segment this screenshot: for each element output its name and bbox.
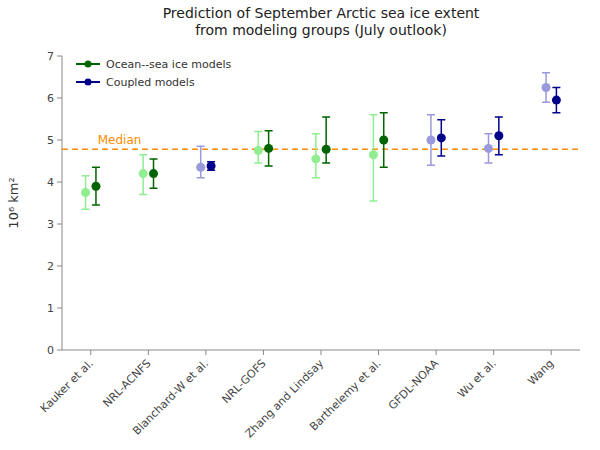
x-tick-label: Blanchard-W et al. (130, 357, 211, 438)
legend-label: Ocean--sea ice models (106, 58, 231, 71)
point (552, 96, 561, 105)
error-bar (92, 167, 100, 205)
error-bar (82, 176, 90, 210)
error-bar (139, 155, 147, 195)
y-tick (57, 308, 62, 309)
y-tick (57, 266, 62, 267)
point (139, 169, 148, 178)
error-bar (312, 134, 320, 178)
error-bar (437, 120, 445, 156)
title-line: from modeling groups (July outlook) (195, 22, 447, 38)
y-tick-label: 4 (47, 176, 54, 189)
x-tick (378, 350, 379, 355)
point (542, 83, 551, 92)
point (369, 150, 378, 159)
point (426, 136, 435, 145)
point (311, 154, 320, 163)
y-tick-label: 2 (47, 260, 54, 273)
error-bar (495, 117, 503, 155)
y-tick (57, 350, 62, 351)
x-tick (263, 350, 264, 355)
chart: Prediction of September Arctic sea ice e… (0, 0, 600, 450)
point (91, 182, 100, 191)
x-tick-label: Barthelemy et al. (307, 357, 384, 434)
error-bar (265, 131, 273, 166)
point (322, 145, 331, 154)
point (196, 163, 205, 172)
plot-area (62, 73, 580, 210)
point (149, 169, 158, 178)
error-bar (197, 146, 205, 178)
annotation: Median (98, 133, 142, 147)
point (254, 146, 263, 155)
error-bar (552, 88, 560, 113)
title: Prediction of September Arctic sea ice e… (163, 5, 480, 38)
x-tick-label: NRL-GOFS (219, 357, 268, 406)
y-tick-label: 0 (47, 344, 54, 357)
point (484, 144, 493, 153)
y-axis-line (62, 56, 63, 350)
error-bar (322, 117, 330, 163)
x-tick-label: Kauker et al. (38, 357, 96, 415)
x-tick (205, 350, 206, 355)
point (379, 136, 388, 145)
x-tick (493, 350, 494, 355)
error-bar (254, 132, 262, 164)
y-tick-label: 3 (47, 218, 54, 231)
y-tick (57, 182, 62, 183)
median-line (62, 148, 580, 150)
y-tick (57, 140, 62, 141)
y-tick-label: 7 (47, 50, 54, 63)
x-tick (321, 350, 322, 355)
x-tick-label: Wu et al. (455, 357, 499, 401)
error-bar (150, 159, 158, 188)
y-tick (57, 98, 62, 99)
error-bar (542, 73, 550, 102)
x-tick-label: GFDL-NOAA (386, 357, 442, 413)
error-bar (207, 162, 215, 170)
point (81, 188, 90, 197)
x-tick-label: NRL-ACNFS (100, 357, 153, 410)
x-tick (148, 350, 149, 355)
legend-marker (85, 61, 92, 68)
error-bar (484, 134, 492, 163)
y-tick (57, 56, 62, 57)
legend-label: Coupled models (106, 76, 195, 89)
error-bar (427, 115, 435, 165)
title-line: Prediction of September Arctic sea ice e… (163, 5, 480, 21)
y-tick-label: 1 (47, 302, 54, 315)
x-tick-label: Wang (525, 357, 556, 388)
x-tick (551, 350, 552, 355)
y-tick (57, 224, 62, 225)
y-tick-label: 6 (47, 92, 54, 105)
error-bar (380, 113, 388, 168)
x-tick (436, 350, 437, 355)
error-bar (369, 115, 377, 201)
x-tick (90, 350, 91, 355)
legend-marker (85, 79, 92, 86)
y-tick-label: 5 (47, 134, 54, 147)
point (494, 131, 503, 140)
point (207, 162, 216, 171)
y-axis-label: 10⁶ km² (6, 177, 21, 228)
point (264, 144, 273, 153)
point (437, 133, 446, 142)
